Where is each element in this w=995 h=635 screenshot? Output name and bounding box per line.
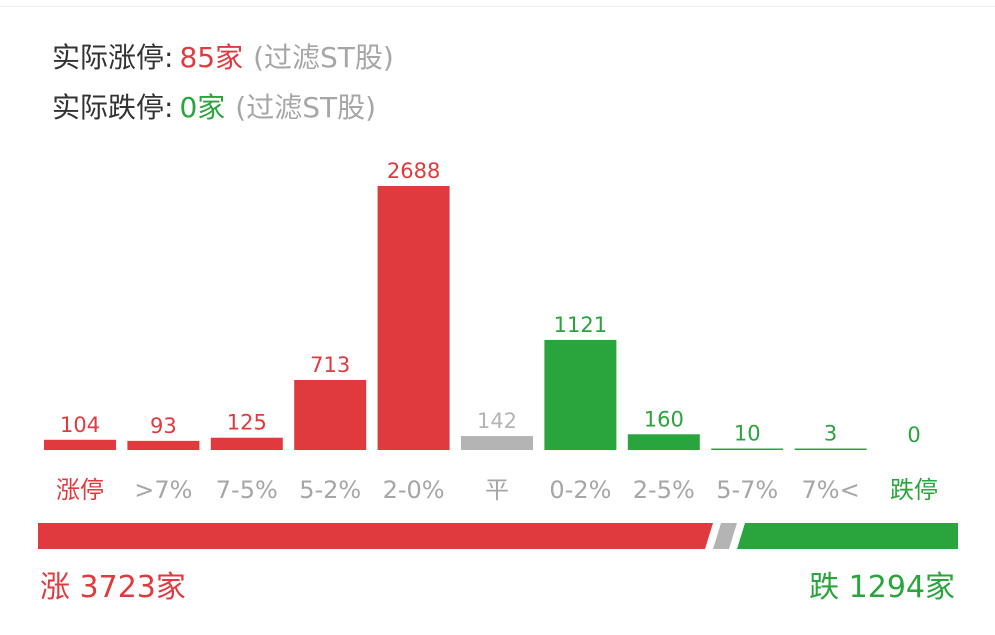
value-label-10: 0 [907,423,920,447]
down-summary-value: 1294 [848,570,925,605]
ratio-up-segment [38,523,713,549]
limit-up-unit: 家 [215,41,244,74]
value-label-8: 10 [734,422,761,446]
limit-down-label: 实际跌停: [52,91,174,124]
category-label-10: 跌停 [890,476,938,504]
ratio-flat-segment [713,523,737,549]
value-label-6: 1121 [554,313,607,337]
top-divider [0,0,995,7]
down-summary: 跌 1294家 [809,568,955,608]
category-label-3: 5-2% [299,476,361,504]
up-down-ratio-bar [38,523,958,549]
bar-8 [711,448,784,450]
bar-6 [544,339,617,450]
down-summary-prefix: 跌 [809,570,840,605]
category-label-9: 7%< [802,476,860,504]
limit-down-value: 0 [179,91,198,124]
limit-up-note: (过滤ST股) [253,41,394,74]
distribution-bar-chart: 104 涨停 93 >7% 125 7-5% 713 5-2% 2688 2-0% 142 平 1121… [44,159,938,504]
bar-7 [627,434,700,450]
bar-1 [127,440,200,450]
limit-up-label: 实际涨停: [52,41,174,74]
value-label-0: 104 [60,413,100,437]
up-summary-unit: 家 [155,570,186,605]
category-label-0: 涨停 [56,476,104,504]
value-label-2: 125 [227,411,267,435]
limit-down-note: (过滤ST股) [235,91,377,124]
category-label-5: 平 [485,476,509,504]
value-label-1: 93 [150,414,177,438]
value-label-3: 713 [310,353,350,377]
category-label-7: 2-5% [633,476,695,504]
up-summary-prefix: 涨 [40,570,70,605]
limit-up-value: 85 [179,41,216,74]
category-label-4: 2-0% [383,476,445,504]
down-summary-unit: 家 [925,570,955,605]
limit-down-unit: 家 [197,91,226,124]
limit-down-stat: 实际跌停: 0家 (过滤ST股) [52,88,376,128]
value-label-7: 160 [644,407,684,431]
category-label-2: 7-5% [216,476,278,504]
value-label-4: 2688 [387,159,440,183]
category-label-1: >7% [134,476,192,504]
up-summary: 涨 3723家 [40,568,186,608]
value-label-9: 3 [824,422,837,446]
category-label-8: 5-7% [716,476,778,504]
bar-9 [794,448,867,450]
bar-0 [44,439,116,450]
bar-4 [377,186,450,450]
value-label-5: 142 [477,409,517,433]
ratio-down-segment [737,523,958,549]
limit-up-stat: 实际涨停: 85家 (过滤ST股) [52,38,394,78]
bar-3 [294,379,367,450]
up-summary-value: 3723 [79,570,156,605]
category-label-6: 0-2% [549,476,611,504]
bar-2 [210,437,283,450]
bar-5 [461,436,533,450]
